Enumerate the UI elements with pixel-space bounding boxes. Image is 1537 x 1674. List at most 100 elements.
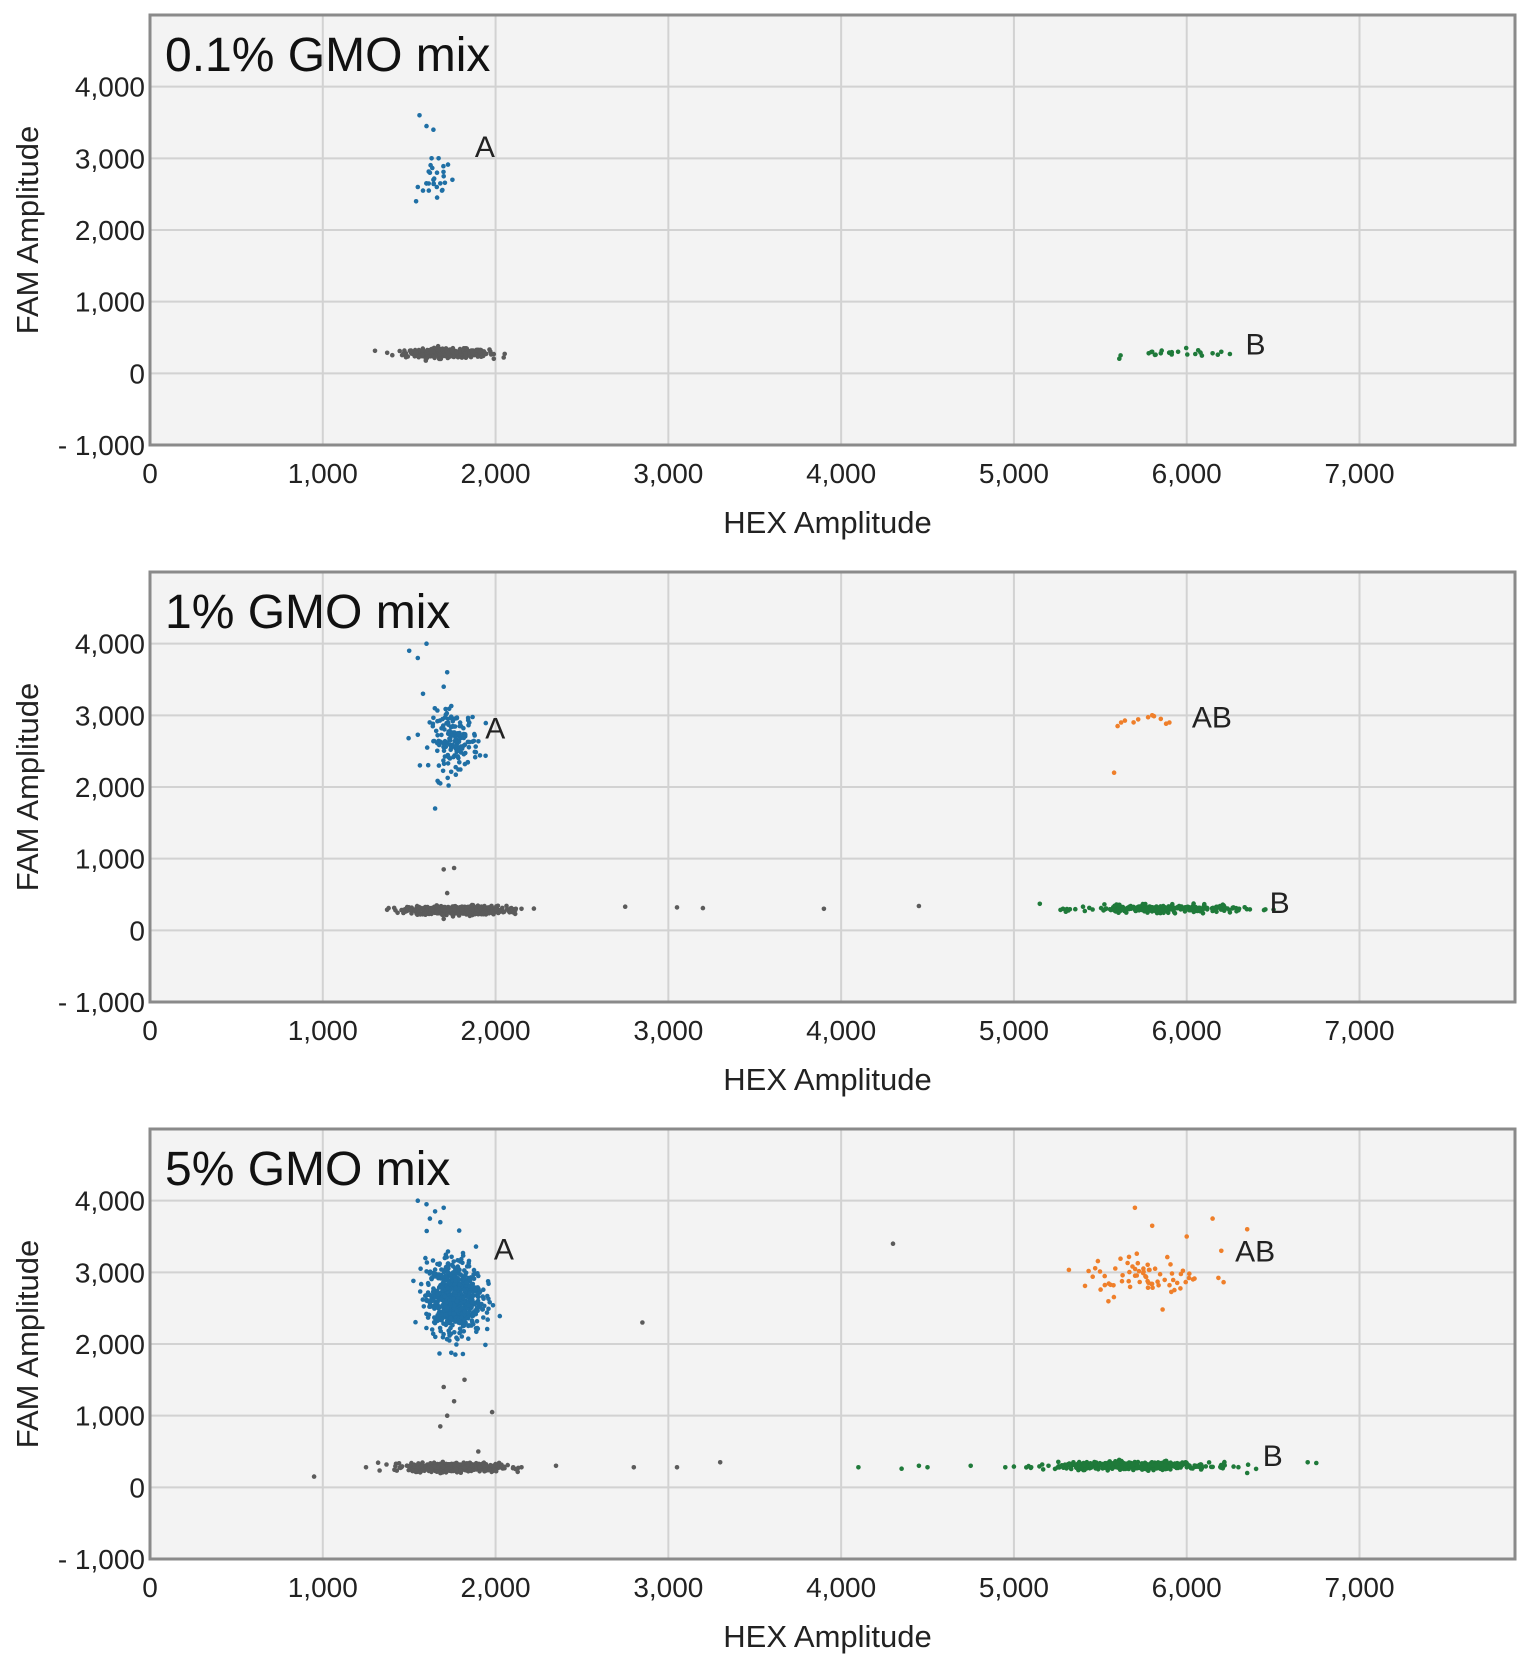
point-AB [1184, 1234, 1189, 1239]
point-B [1147, 1463, 1153, 1468]
point-A [470, 1284, 476, 1289]
x-tick-label: 1,000 [288, 458, 358, 489]
point-AB [1066, 1267, 1072, 1273]
point-A [427, 1304, 432, 1309]
point-B [925, 1465, 930, 1470]
point-AB [1126, 1254, 1132, 1260]
point-A [420, 1297, 426, 1302]
y-tick-label: 1,000 [75, 287, 145, 318]
point-B [1166, 1464, 1171, 1470]
y-axis-title: FAM Amplitude [10, 683, 45, 891]
point-B [1135, 1463, 1140, 1469]
point-A [462, 1317, 467, 1323]
point-A [428, 1269, 433, 1274]
point-A [457, 1326, 463, 1332]
point-negative [311, 1474, 317, 1479]
point-AB [1167, 1282, 1172, 1288]
point-A [431, 177, 436, 183]
point-B [1154, 1465, 1160, 1470]
point-B [1203, 905, 1208, 910]
point-A [426, 1292, 432, 1297]
point-B [1140, 901, 1146, 907]
y-tick-label: 1,000 [75, 1401, 145, 1432]
point-A [462, 1309, 467, 1314]
point-A [445, 1264, 451, 1270]
point-B [1153, 908, 1158, 914]
x-tick-label: 7,000 [1324, 458, 1394, 489]
point-A [445, 1249, 451, 1254]
point-negative [467, 913, 473, 919]
point-A [413, 199, 419, 204]
point-negative [495, 1463, 500, 1469]
point-B [1218, 907, 1224, 912]
point-A [439, 1312, 445, 1317]
point-A [406, 648, 412, 654]
y-tick-label: - 1,000 [58, 987, 145, 1018]
point-A [454, 744, 459, 750]
point-A [453, 772, 459, 777]
y-axis-title: FAM Amplitude [10, 1240, 45, 1448]
point-A [413, 1319, 418, 1325]
point-B [1114, 1464, 1120, 1470]
point-B [1146, 351, 1151, 356]
point-B [1172, 905, 1178, 911]
point-A [425, 762, 431, 768]
point-negative [442, 908, 447, 913]
point-A [415, 732, 421, 738]
point-negative [422, 911, 428, 916]
point-negative [467, 1467, 472, 1473]
point-A [472, 749, 478, 755]
point-B [856, 1465, 861, 1470]
point-AB [1122, 718, 1128, 723]
point-AB [1244, 1227, 1250, 1232]
point-A [436, 1275, 441, 1281]
point-negative [428, 1461, 433, 1466]
point-A [415, 1198, 421, 1203]
point-A [425, 1298, 430, 1304]
point-negative [404, 904, 410, 910]
point-A [451, 1296, 456, 1302]
point-negative [482, 350, 487, 356]
point-A [460, 1253, 466, 1258]
point-B [1067, 1461, 1072, 1466]
point-B [1130, 1462, 1135, 1468]
point-negative [509, 905, 514, 911]
point-negative [401, 910, 406, 916]
point-A [475, 1325, 480, 1331]
point-A [461, 734, 466, 739]
cluster-label-A: A [475, 131, 495, 164]
point-negative [438, 1470, 443, 1476]
point-B [1148, 907, 1153, 913]
point-A [448, 769, 454, 775]
point-A [461, 725, 466, 731]
point-B [1131, 1467, 1136, 1473]
point-negative [452, 906, 457, 912]
point-AB [1126, 1278, 1131, 1284]
point-A [477, 753, 483, 758]
point-AB [1150, 1285, 1155, 1290]
point-A [445, 1270, 450, 1275]
point-A [455, 754, 461, 759]
point-negative [419, 1463, 424, 1469]
scatter-chart-2: 0 1,000 2,000 3,000 4,000 5,000 6,000 7,000 - 1,… [10, 570, 1517, 1097]
point-A [485, 1317, 491, 1322]
point-negative [455, 354, 461, 360]
point-AB [1167, 720, 1172, 725]
x-axis-title: HEX Amplitude [723, 1062, 932, 1097]
point-A [447, 742, 453, 748]
point-B [1236, 1464, 1241, 1470]
point-A [448, 1315, 453, 1321]
point-AB [1119, 1278, 1125, 1284]
point-A [470, 1300, 475, 1305]
point-AB [1125, 1260, 1130, 1266]
point-A [437, 1351, 442, 1356]
point-AB [1162, 1277, 1167, 1283]
point-A [436, 742, 442, 748]
point-A [452, 1330, 457, 1335]
point-A [468, 1277, 473, 1283]
point-A [474, 1329, 479, 1335]
point-A [431, 738, 437, 744]
point-A [442, 180, 448, 186]
point-negative [449, 348, 455, 354]
point-negative [487, 347, 492, 352]
